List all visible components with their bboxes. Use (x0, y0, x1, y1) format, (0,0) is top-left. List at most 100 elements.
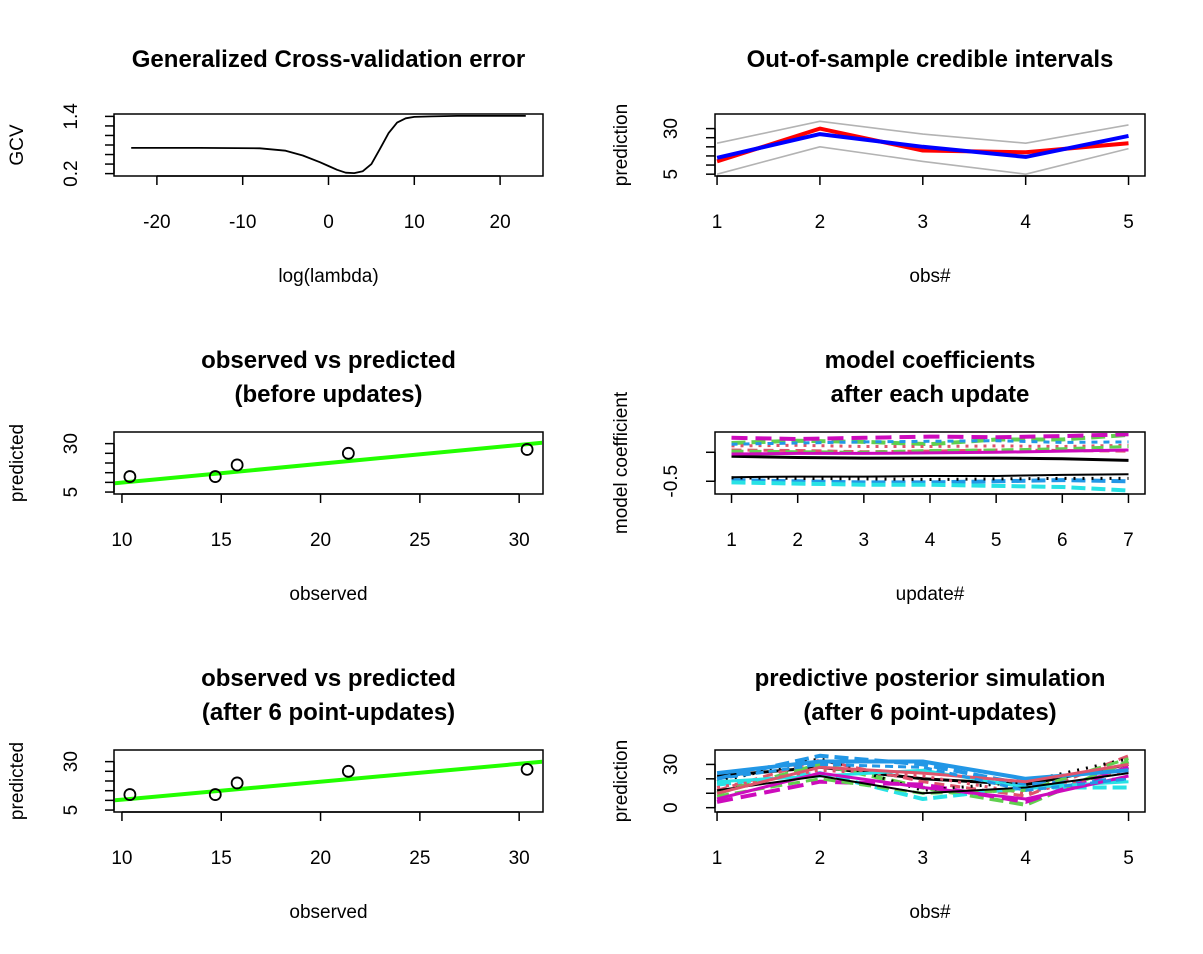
chart-title: after each update (831, 381, 1030, 408)
x-tick-label: 10 (111, 530, 132, 551)
x-axis: -20 -10 0 10 20 (143, 175, 511, 233)
series-line (731, 448, 1129, 456)
y-axis: 0 30 (661, 754, 716, 813)
series-line (731, 476, 1129, 481)
series-line (731, 439, 1129, 446)
x-tick-label: 25 (409, 848, 430, 869)
chart-title: predictive posterior simulation (755, 665, 1106, 692)
plot-frame (714, 113, 1146, 177)
x-tick-label: 20 (310, 530, 331, 551)
x-axis: 1 2 3 4 5 (712, 175, 1134, 233)
y-axis-label: predicted (7, 424, 28, 502)
x-axis: 10 15 20 25 30 (111, 811, 530, 869)
series-line (131, 115, 526, 175)
y-tick-label: 0 (661, 802, 682, 813)
panel-coef: model coefficients after each update 1 2 3 4 5… (611, 347, 1146, 605)
plot-area (131, 115, 526, 175)
x-axis-label: observed (289, 902, 367, 923)
panel-pps: predictive posterior simulation (after 6 … (611, 665, 1146, 923)
series-line (716, 762, 1129, 792)
series-line (731, 454, 1129, 462)
series-line (731, 445, 1129, 454)
x-axis-label: obs# (909, 266, 951, 287)
plot-frame (714, 749, 1146, 813)
panel-ci: Out-of-sample credible intervals 1 2 3 4 5 obs… (611, 46, 1146, 287)
x-tick-label: 2 (815, 212, 826, 233)
x-tick-label: 1 (726, 530, 737, 551)
x-tick-label: 10 (404, 212, 425, 233)
y-axis-label: prediction (611, 104, 632, 186)
series-line (731, 473, 1129, 479)
series-line (717, 768, 1129, 789)
y-axis: 5 30 (661, 118, 716, 180)
series-line (731, 433, 1129, 441)
series-line (716, 768, 1129, 795)
x-tick-label: 6 (1057, 530, 1068, 551)
plot-area (115, 759, 542, 803)
series-line (731, 480, 1129, 493)
y-axis: 0.2 1.4 (61, 103, 115, 187)
x-tick-label: 2 (792, 530, 803, 551)
x-tick-label: 1 (712, 212, 723, 233)
chart-title: (after 6 point-updates) (803, 699, 1056, 726)
data-point (520, 762, 534, 776)
x-tick-label: 10 (111, 848, 132, 869)
x-axis: 10 15 20 25 30 (111, 493, 530, 551)
panel-gcv: Generalized Cross-validation error -20 -10… (7, 46, 544, 287)
chart-title: Generalized Cross-validation error (132, 46, 525, 73)
y-tick-label: 5 (661, 169, 682, 180)
x-tick-label: 2 (815, 848, 826, 869)
x-tick-label: 0 (323, 212, 334, 233)
y-tick-label: -0.5 (661, 465, 682, 498)
chart-title: observed vs predicted (201, 347, 456, 374)
series-line (716, 772, 1129, 795)
fit-line (115, 759, 542, 803)
x-tick-label: 4 (1020, 848, 1031, 869)
data-point (520, 443, 534, 456)
panel-ovp_before: observed vs predicted (before updates) 10 1… (7, 347, 544, 605)
data-point (230, 776, 244, 790)
x-tick-label: 1 (712, 848, 723, 869)
x-axis-label: obs# (909, 902, 951, 923)
y-axis-label: GCV (7, 124, 28, 166)
x-axis: 1 2 3 4 5 6 7 (726, 493, 1134, 551)
x-tick-label: 5 (991, 530, 1002, 551)
data-point (208, 788, 222, 801)
series-line (731, 478, 1129, 485)
x-tick-label: 20 (310, 848, 331, 869)
x-tick-label: 3 (918, 848, 929, 869)
series-line (716, 762, 1129, 795)
series-line (731, 443, 1129, 448)
x-tick-label: 4 (1020, 212, 1031, 233)
series-line (716, 132, 1129, 160)
plot-frame (113, 749, 544, 813)
x-tick-label: 15 (211, 530, 232, 551)
x-tick-label: 25 (409, 530, 430, 551)
chart-title: observed vs predicted (201, 665, 456, 692)
plot-area (731, 433, 1129, 493)
plot-frame (714, 431, 1146, 495)
y-tick-label: 5 (61, 487, 82, 498)
chart-title: Out-of-sample credible intervals (747, 46, 1114, 73)
series-line (716, 146, 1129, 175)
panel-ovp_after: observed vs predicted (after 6 point-upda… (7, 665, 544, 923)
data-point (123, 788, 137, 801)
y-axis: 5 30 (61, 751, 115, 815)
x-tick-label: 3 (859, 530, 870, 551)
x-tick-label: -10 (229, 212, 256, 233)
chart-title: (before updates) (234, 381, 422, 408)
data-point (123, 470, 137, 483)
x-axis-label: observed (289, 584, 367, 605)
data-point (208, 470, 222, 483)
y-axis-label: predicted (7, 742, 28, 820)
x-axis-label: log(lambda) (278, 266, 378, 287)
plot-frame (113, 431, 544, 495)
x-tick-label: 7 (1123, 530, 1134, 551)
plot-area (716, 120, 1129, 175)
y-tick-label: 0.2 (61, 160, 82, 186)
plot-frame (113, 113, 544, 177)
y-tick-label: 30 (661, 754, 682, 775)
x-tick-label: 4 (925, 530, 936, 551)
x-tick-label: 20 (490, 212, 511, 233)
